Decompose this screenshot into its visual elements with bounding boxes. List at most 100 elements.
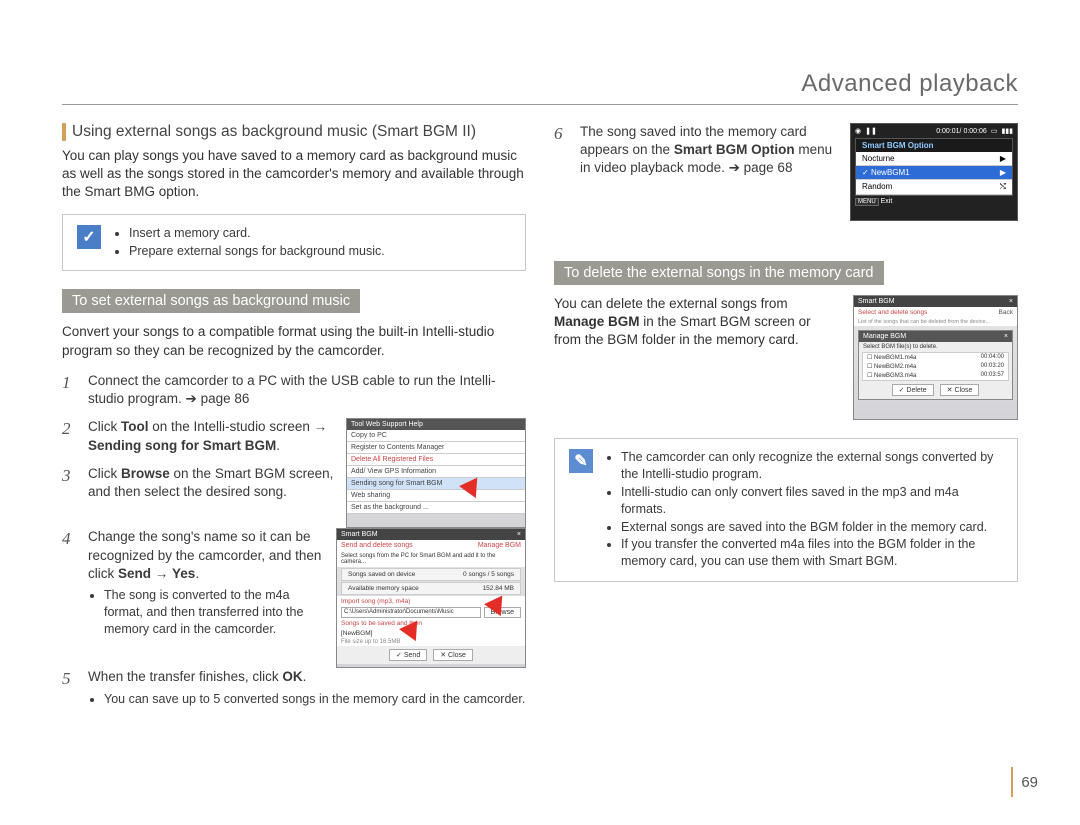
close-icon: × (517, 531, 521, 538)
t: Exit (881, 198, 893, 205)
smart-bgm-dialog-screenshot: Smart BGM× Send and delete songsManage B… (336, 528, 526, 668)
menu-item-highlight: Sending song for Smart BGM (347, 478, 525, 490)
note-item: External songs are saved into the BGM fo… (621, 519, 1003, 536)
t: 00:03:57 (981, 372, 1004, 379)
t: Smart BGM (341, 531, 378, 538)
step-number: 1 (62, 372, 76, 408)
note-box-prepare: ✓ Insert a memory card. Prepare external… (62, 214, 526, 272)
t: Songs to be saved and then (337, 618, 525, 629)
section-heading: Using external songs as background music… (62, 123, 526, 141)
step-body: Click Browse on the Smart BGM screen, an… (88, 465, 334, 501)
sub-heading-delete: To delete the external songs in the memo… (554, 261, 884, 285)
battery-icon: ▮▮▮ (1001, 127, 1013, 135)
t: 00:04:00 (981, 354, 1004, 361)
dialog-header: Smart BGM × (337, 529, 525, 540)
t: Close (448, 652, 466, 659)
dialog-header: Smart BGM × (854, 296, 1017, 307)
t: Yes (172, 566, 195, 581)
play-icon: ▶ (1000, 154, 1006, 163)
record-icon: ◉ (855, 127, 861, 135)
delete-para-row: You can delete the external songs from M… (554, 295, 1018, 420)
menu-tabs: Tool Web Support Help (347, 419, 525, 430)
menu-item: Set as the background ... (347, 502, 525, 514)
menu-item: Copy to PC (347, 430, 525, 442)
t: NewBGM1.m4a (874, 355, 916, 361)
t: C:\Users\Administrator\Documents\Music (341, 607, 481, 618)
t: OK (282, 669, 302, 684)
t: Select songs from the PC for Smart BGM a… (337, 551, 525, 567)
bgm-option-selected: ✓ NewBGM1▶ (856, 166, 1012, 180)
t: Select and delete songs (858, 309, 927, 316)
t: Back (999, 309, 1013, 316)
t: File size up to 16.5MB (337, 638, 525, 646)
t: List of the songs that can be deleted fr… (854, 318, 1017, 326)
menu-item: Register to Contents Manager (347, 442, 525, 454)
note-item: Intelli-studio can only convert files sa… (621, 484, 1003, 518)
intro-text: You can play songs you have saved to a m… (62, 147, 526, 202)
step-6: 6 The song saved into the memory card ap… (554, 123, 838, 211)
menu-item: Web sharing (347, 490, 525, 502)
t: on the Intelli-studio screen → (149, 419, 328, 434)
t: Send and delete songs (341, 542, 413, 549)
t: 00:03:20 (981, 363, 1004, 370)
t: [NewBGM] (337, 629, 525, 638)
left-column: Using external songs as background music… (62, 123, 526, 720)
step-number: 3 (62, 465, 76, 501)
camcorder-screen: ◉ ❚❚ 0:00:01/ 0:00:06 ▭ ▮▮▮ Smart BGM Op… (850, 123, 1018, 221)
info-icon: ✎ (569, 449, 593, 473)
dialog-buttons: ✓ Delete ✕ Close (859, 381, 1012, 399)
t: Close (954, 387, 972, 394)
t: NewBGM2.m4a (874, 364, 916, 370)
close-button: ✕ Close (940, 384, 980, 396)
t: Delete (906, 387, 926, 394)
step-1: 1 Connect the camcorder to a PC with the… (62, 372, 526, 408)
t: Manage BGM (554, 314, 640, 329)
note-box-info: ✎ The camcorder can only recognize the e… (554, 438, 1018, 582)
bgm-option-title: Smart BGM Option (856, 139, 1012, 152)
send-button: ✓ Send (389, 649, 427, 661)
step-body: The song saved into the memory card appe… (580, 123, 838, 211)
t: Random (862, 182, 892, 192)
step-3: 3 Click Browse on the Smart BGM screen, … (62, 465, 334, 501)
t: Select BGM file(s) to delete. (859, 342, 1012, 352)
t: . (303, 669, 307, 684)
t: You can delete the external songs from (554, 296, 788, 311)
time-counter: 0:00:01/ 0:00:06 (936, 128, 987, 135)
note-list: Insert a memory card. Prepare external s… (113, 225, 385, 261)
t: NewBGM1 (871, 168, 910, 177)
close-button: ✕ Close (433, 649, 473, 661)
step-5: 5 When the transfer finishes, click OK. … (62, 668, 526, 710)
sub-dialog-header: Manage BGM × (859, 331, 1012, 342)
step-6-row: 6 The song saved into the memory card ap… (554, 123, 1018, 221)
step-body: Change the song's name so it can be reco… (88, 528, 324, 640)
step-body: When the transfer finishes, click OK. Yo… (88, 668, 526, 710)
t: 152.84 MB (483, 585, 514, 592)
t: . (276, 438, 280, 453)
manage-bgm-screenshot: Smart BGM× Select and delete songs Back … (853, 295, 1018, 420)
sub-bullet: The song is converted to the m4a format,… (104, 587, 324, 638)
delete-button: ✓ Delete (892, 384, 934, 396)
t: Smart BGM Option (674, 142, 795, 157)
step-number: 2 (62, 418, 76, 454)
t: Browse (121, 466, 170, 481)
step-number: 6 (554, 123, 568, 211)
sub-bullet: You can save up to 5 converted songs in … (104, 691, 526, 708)
step-4-row: 4 Change the song's name so it can be re… (62, 528, 526, 668)
note-item: Prepare external songs for background mu… (129, 243, 385, 260)
close-icon: × (1009, 298, 1013, 305)
t: Smart BGM (858, 298, 895, 305)
note-item: If you transfer the converted m4a files … (621, 536, 1003, 570)
page-number: 69 (1011, 767, 1038, 797)
t: 0 songs / 5 songs (463, 571, 514, 578)
t: Manage BGM (863, 333, 906, 340)
t: Nocturne (862, 154, 894, 163)
menu-item: Delete All Registered Files (347, 454, 525, 466)
bgm-option: Random⤭ (856, 180, 1012, 195)
delete-para: You can delete the external songs from M… (554, 295, 841, 408)
page-header: Advanced playback (62, 70, 1018, 105)
t: When the transfer finishes, click (88, 669, 282, 684)
cam-statusbar: ◉ ❚❚ 0:00:01/ 0:00:06 ▭ ▮▮▮ (851, 124, 1017, 138)
note-list: The camcorder can only recognize the ext… (605, 449, 1003, 571)
pause-icon: ❚❚ (865, 127, 877, 135)
close-icon: × (1004, 333, 1008, 340)
